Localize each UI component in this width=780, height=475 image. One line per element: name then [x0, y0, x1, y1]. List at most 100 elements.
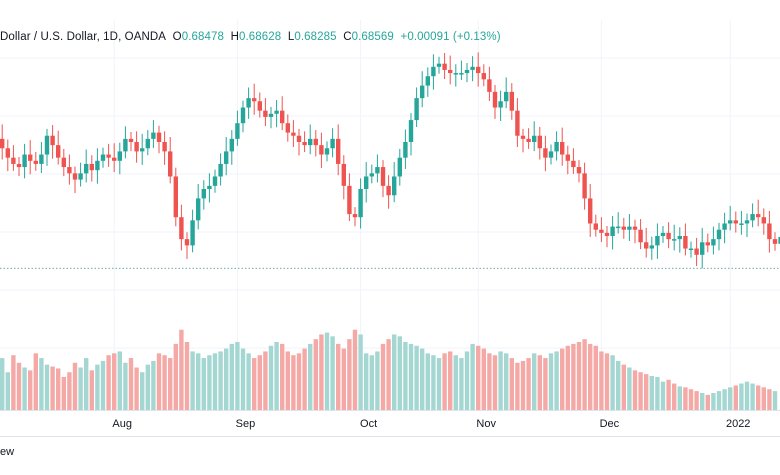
- volume-bar: [50, 366, 55, 410]
- volume-bar: [324, 332, 330, 410]
- volume-bar: [28, 370, 33, 410]
- volume-bar: [313, 339, 318, 410]
- candle-body: [78, 173, 83, 180]
- candle-body: [308, 138, 313, 146]
- volume-bar: [397, 336, 402, 410]
- candle-body: [39, 154, 44, 164]
- candle-body: [436, 63, 442, 67]
- volume-bar: [22, 367, 27, 410]
- candle-body: [487, 79, 492, 92]
- candle-body: [246, 98, 251, 108]
- candle-body: [56, 145, 61, 158]
- candle-body: [649, 245, 654, 249]
- volume-bar: [207, 355, 212, 410]
- volume-bar: [240, 348, 246, 410]
- volume-bar: [576, 342, 582, 410]
- candle-body: [694, 248, 699, 255]
- candle-body: [112, 157, 117, 161]
- volume-bar: [666, 379, 671, 410]
- volume-bar: [739, 383, 744, 410]
- x-tick-label: Oct: [360, 418, 377, 430]
- x-tick-label: Nov: [476, 418, 496, 430]
- volume-bar: [481, 348, 486, 410]
- candle-body: [588, 198, 593, 224]
- volume-bar: [341, 348, 346, 410]
- candle-body: [207, 185, 212, 189]
- candle-body: [296, 135, 302, 142]
- candle-body: [593, 223, 598, 230]
- volume-bar: [492, 355, 498, 410]
- candle-body: [106, 154, 111, 158]
- volume-bar: [756, 385, 761, 410]
- volume-bar: [173, 343, 178, 410]
- volume-bar: [151, 360, 156, 410]
- candle-body: [392, 176, 397, 196]
- volume-bar: [414, 345, 419, 410]
- volume-bar: [84, 358, 89, 410]
- candle-body: [313, 138, 318, 146]
- volume-bar: [554, 351, 559, 410]
- volume-bar: [235, 342, 240, 410]
- candle-body: [504, 91, 509, 102]
- candle-body: [212, 176, 218, 186]
- candle-body: [61, 157, 66, 168]
- volume-bar: [700, 393, 705, 410]
- candle-body: [364, 176, 369, 189]
- volume-bar: [179, 329, 184, 410]
- candle-body: [683, 236, 688, 249]
- candle-body: [571, 160, 576, 168]
- candle-body: [100, 154, 106, 161]
- volume-bar: [688, 389, 694, 410]
- candle-body: [739, 223, 744, 225]
- candle-body: [425, 76, 430, 86]
- candle-body: [369, 173, 374, 177]
- x-tick-label: Sep: [236, 418, 256, 430]
- volume-bar: [672, 383, 677, 410]
- candle-body: [140, 148, 145, 152]
- volume-bar: [565, 345, 570, 410]
- volume-bar: [627, 367, 632, 410]
- candle-body: [638, 229, 643, 243]
- volume-bar: [582, 339, 587, 410]
- candle-body: [347, 185, 352, 215]
- candle-body: [168, 151, 173, 177]
- candle-body: [268, 113, 274, 117]
- volume-bar: [610, 355, 615, 410]
- candle-body: [67, 167, 72, 174]
- volume-bar: [632, 370, 638, 410]
- candle-body: [324, 148, 330, 155]
- volume-bar: [274, 342, 279, 410]
- volume-bar: [498, 351, 503, 410]
- volume-bar: [705, 394, 710, 410]
- candle-body: [582, 173, 587, 199]
- volume-bar: [308, 343, 313, 410]
- candle-body: [700, 242, 705, 255]
- volume-bar: [380, 343, 386, 410]
- volume-bar: [95, 364, 100, 410]
- candle-body: [711, 239, 716, 246]
- legend-close-value: 0.68569: [351, 31, 394, 43]
- volume-bar: [319, 334, 324, 410]
- volume-bar: [599, 351, 604, 410]
- volume-bar: [252, 358, 257, 410]
- candle-body: [235, 123, 240, 139]
- candle-body: [252, 98, 257, 102]
- volume-bar: [431, 355, 436, 410]
- candle-body: [291, 132, 296, 136]
- candle-body: [397, 157, 402, 177]
- candle-body: [218, 163, 223, 177]
- candle-body: [280, 110, 285, 124]
- volume-bar: [352, 329, 358, 410]
- volume-bar: [257, 355, 262, 410]
- volume-bar: [588, 343, 593, 410]
- candle-body: [509, 91, 514, 111]
- volume-bar: [67, 372, 72, 410]
- volume-bar: [571, 343, 576, 410]
- volume-bar: [677, 386, 682, 410]
- volume-bar: [369, 355, 374, 410]
- candle-body: [358, 189, 363, 218]
- volume-bar: [560, 348, 565, 410]
- volume-bar: [302, 348, 307, 410]
